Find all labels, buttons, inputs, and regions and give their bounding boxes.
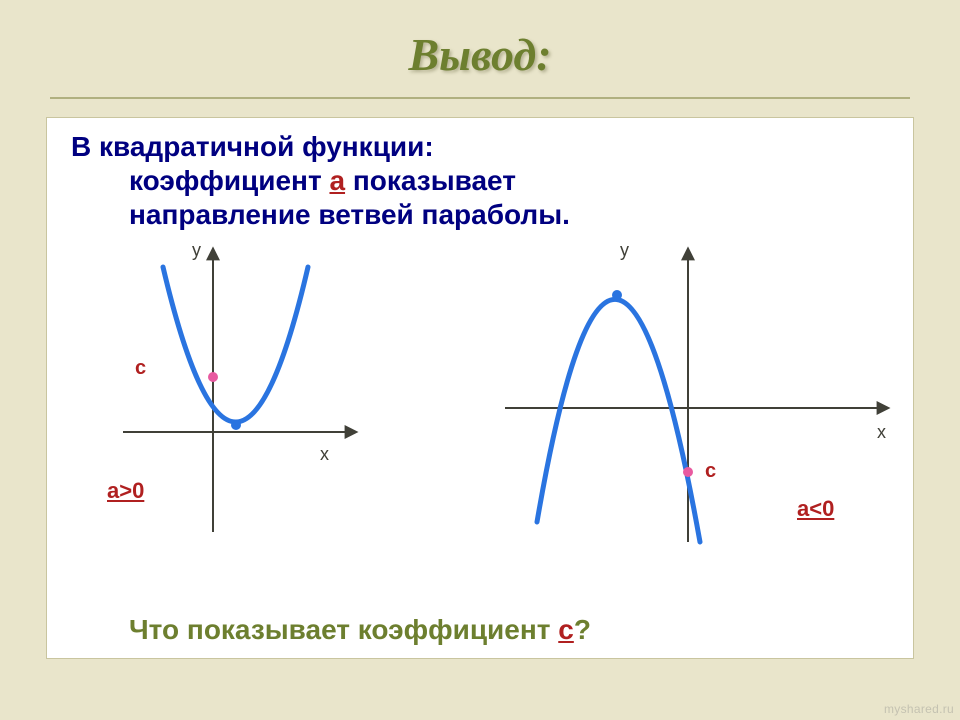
question-post: ? [574, 614, 591, 645]
question-pre: Что показывает коэффициент [129, 614, 558, 645]
x-axis-label-left: х [320, 444, 329, 465]
y-axis-label-right: у [620, 240, 629, 261]
c-intercept-marker [208, 372, 218, 382]
x-axis-label-right: х [877, 422, 886, 443]
graph-left [103, 232, 363, 552]
c-intercept-marker [683, 467, 693, 477]
intro-line2-post: показывает [345, 165, 516, 196]
c-label-left: с [135, 357, 146, 380]
graphs-area: у х с a>0 у х с a<0 [65, 232, 895, 552]
watermark: myshared.ru [884, 702, 954, 716]
page-title: Вывод: [0, 0, 960, 81]
divider [50, 97, 910, 99]
intro-line3: направление ветвей параболы. [71, 199, 570, 230]
parabola-up [163, 267, 308, 422]
intro-text: В квадратичной функции: коэффициент а по… [65, 130, 895, 232]
vertex-marker [612, 290, 622, 300]
c-label-right: с [705, 460, 716, 483]
intro-line2-pre: коэффициент [129, 165, 329, 196]
parabola-down [537, 300, 700, 543]
a-gt-zero-label: a>0 [107, 478, 144, 504]
y-axis-label-left: у [192, 240, 201, 261]
vertex-marker [231, 420, 241, 430]
content-panel: В квадратичной функции: коэффициент а по… [46, 117, 914, 659]
coef-a: а [329, 165, 345, 196]
coef-c: с [558, 614, 574, 645]
a-lt-zero-label: a<0 [797, 496, 834, 522]
intro-line1: В квадратичной функции: [71, 131, 434, 162]
intro-line2: коэффициент а показывает [71, 165, 516, 196]
question-text: Что показывает коэффициент с? [129, 614, 591, 646]
